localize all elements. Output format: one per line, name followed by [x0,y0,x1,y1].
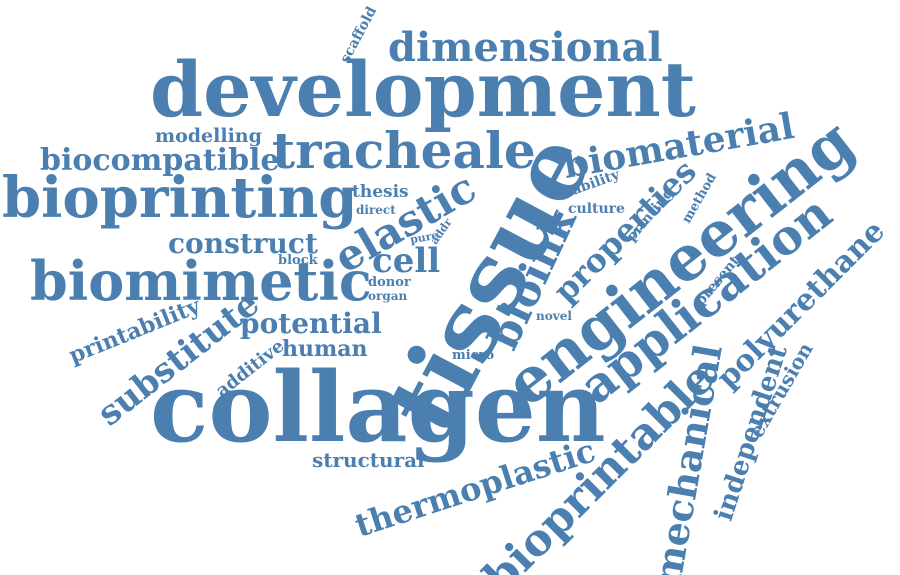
word-construct: construct [168,227,318,260]
word-culture: culture [568,201,625,217]
word-development: development [150,45,696,134]
word-cell: cell [372,241,441,281]
word-dimensional: dimensional [388,24,663,71]
word-organ: organ [368,289,408,303]
word-micro: micro [452,348,495,363]
word-collagen: collagen [150,351,606,464]
word-bioprinting: bioprinting [2,165,358,231]
word-human: human [282,336,368,362]
word-biomimetic: biomimetic [30,249,372,313]
word-tracheale: tracheale [272,121,536,180]
word-structural: structural [312,448,425,472]
word-block: block [278,253,318,268]
word-thesis: thesis [352,182,409,202]
word-donor: donor [368,275,411,290]
word-biocompatible: biocompatible [40,143,280,178]
word-direct: direct [356,203,396,217]
word-potential: potential [240,307,382,340]
word-novel: novel [536,309,572,323]
word-modelling: modelling [155,125,262,147]
